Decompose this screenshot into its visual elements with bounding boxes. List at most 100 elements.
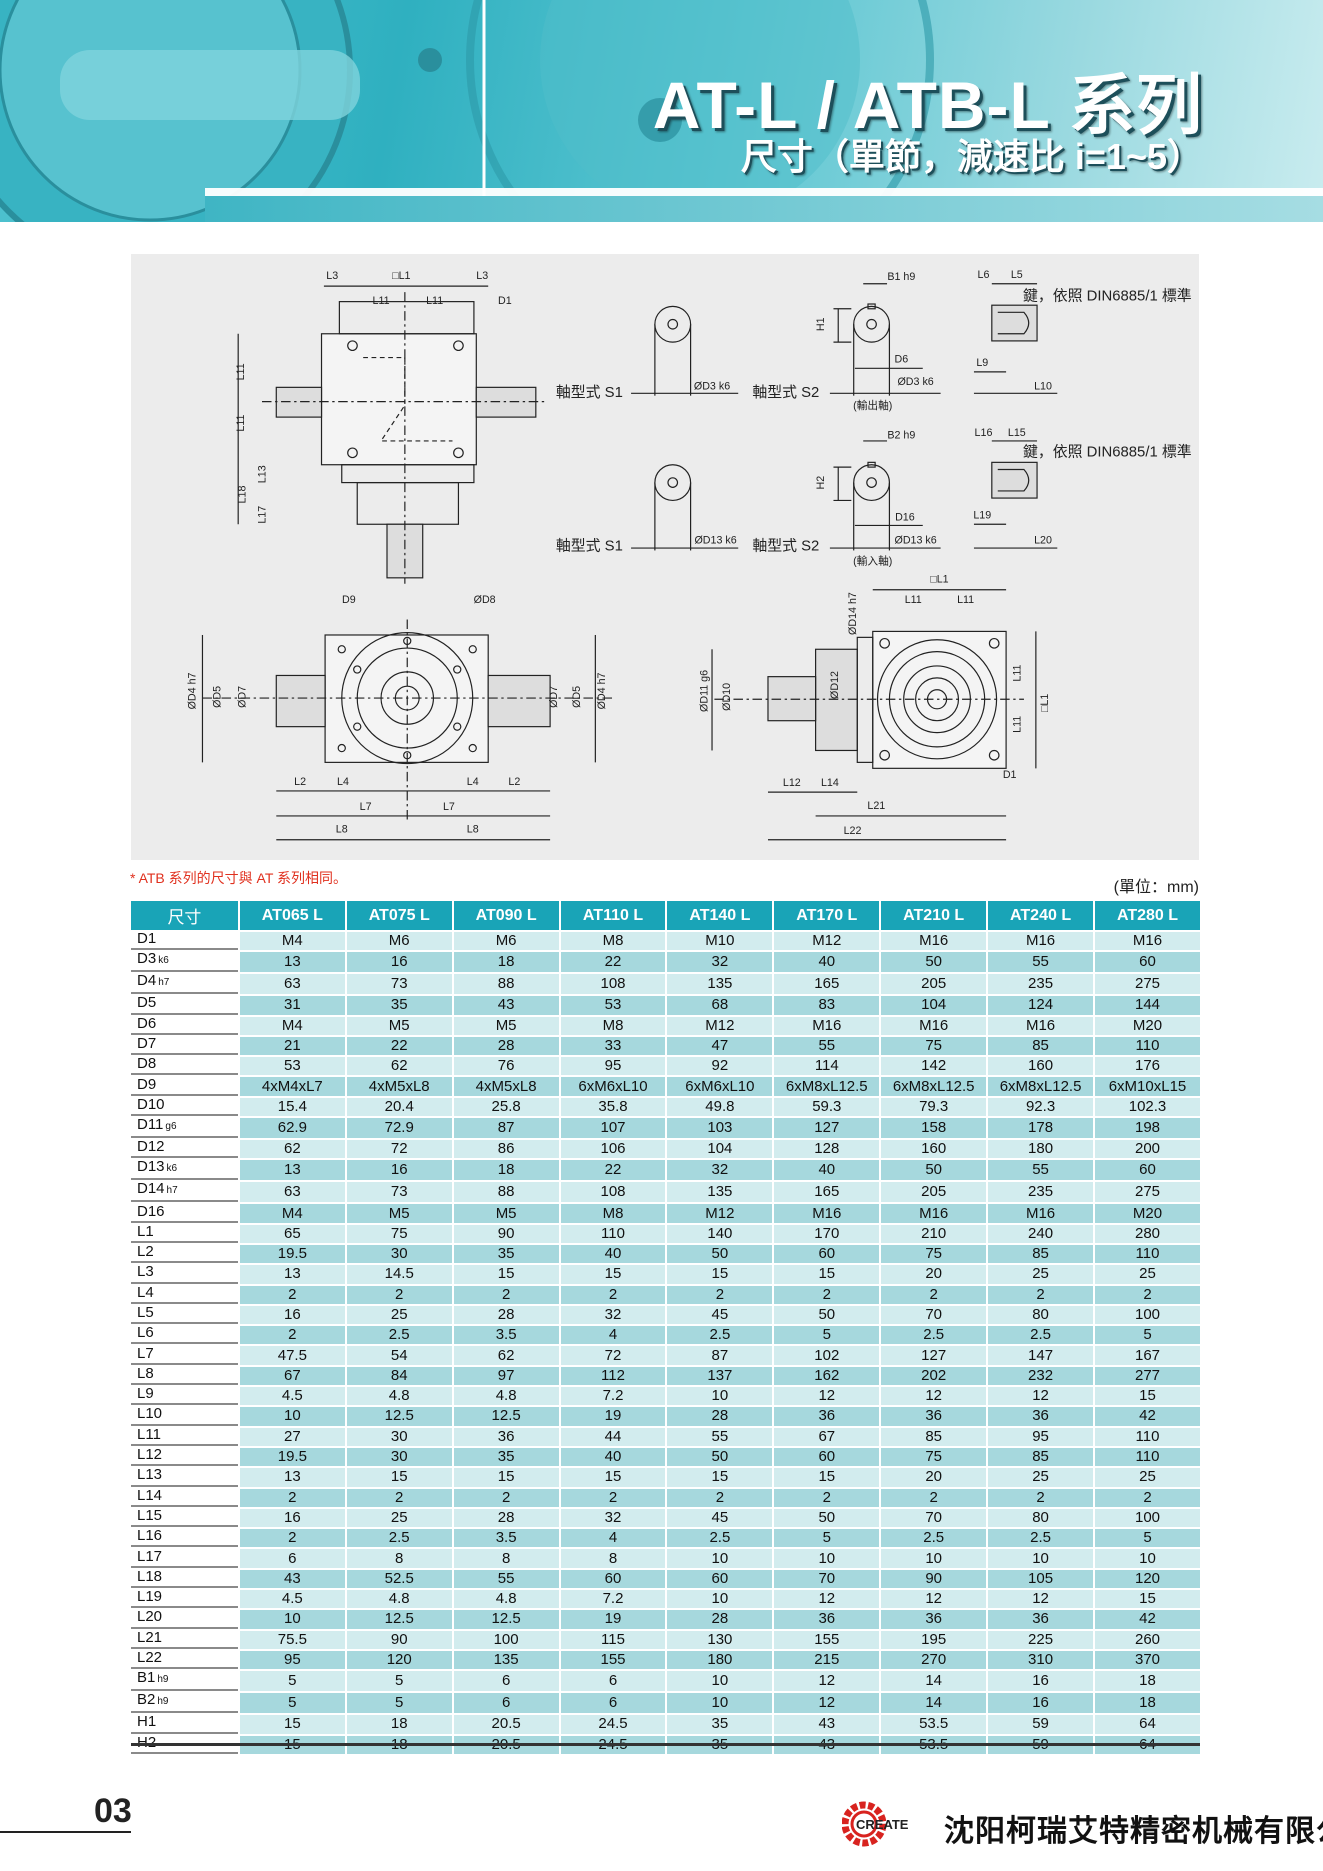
dimension-label: L16: [975, 427, 993, 439]
table-cell: 4.5: [237, 1385, 345, 1406]
table-cell: M5: [451, 1014, 559, 1035]
table-cell: 32: [558, 1506, 666, 1528]
drawing-caption: 軸型式 S1: [556, 537, 623, 554]
table-cell: 22: [344, 1034, 452, 1056]
table-cell: 6xM8xL12.5: [986, 1075, 1094, 1096]
tolerance-class: h7: [166, 1185, 178, 1197]
dimension-label: L3: [326, 270, 338, 282]
table-cell: 4.8: [344, 1588, 452, 1609]
table-cell: 12.5: [344, 1608, 452, 1629]
table-bottom-rule: [131, 1743, 1200, 1746]
table-cell: 205: [879, 972, 987, 995]
table-cell: 12: [772, 1669, 880, 1692]
table-cell: 4.8: [451, 1385, 559, 1406]
table-cell: 110: [1093, 1034, 1200, 1056]
dimension-label: ØD5: [571, 686, 583, 708]
dimension-name: L2: [137, 1243, 154, 1261]
table-row: L18 43 52.5 55 60 60 70 90 105 120: [131, 1567, 1200, 1589]
table-cell: 102: [772, 1344, 880, 1365]
table-cell: 36: [772, 1405, 880, 1426]
tolerance-class: h9: [157, 1674, 169, 1686]
dimension-label: L4: [337, 776, 349, 788]
dimension-name: D11: [137, 1116, 164, 1134]
table-cell: 14.5: [344, 1263, 452, 1284]
table-cell: 2.5: [344, 1324, 452, 1345]
table-cell: 75: [879, 1034, 987, 1056]
table-cell: M20: [1093, 1202, 1200, 1223]
table-cell: 4: [558, 1527, 666, 1548]
table-cell: 2: [237, 1283, 345, 1304]
table-cell: 110: [1093, 1425, 1200, 1446]
table-row: L11 27 30 36 44 55 67 85 95 110: [131, 1425, 1200, 1446]
table-cell: 53: [558, 994, 666, 1015]
table-cell: M16: [986, 1202, 1094, 1223]
table-cell: 18: [451, 1158, 559, 1181]
table-cell: 75.5: [237, 1628, 345, 1649]
table-cell: 12: [879, 1588, 987, 1609]
table-cell: 200: [1093, 1138, 1200, 1159]
table-cell: 28: [665, 1608, 773, 1629]
table-cell: 2.5: [986, 1527, 1094, 1548]
row-label: L19: [131, 1588, 238, 1609]
table-cell: 100: [1093, 1303, 1200, 1325]
row-label: B1 h9: [131, 1669, 238, 1692]
table-cell: 16: [986, 1691, 1094, 1714]
gearbox-front-view: [201, 619, 614, 841]
table-cell: 10: [237, 1405, 345, 1426]
table-cell: 162: [772, 1364, 880, 1386]
dimension-label: L4: [467, 776, 479, 788]
dimension-label: L7: [443, 801, 455, 813]
table-cell: 55: [772, 1034, 880, 1056]
table-cell: 79.3: [879, 1095, 987, 1117]
row-label: L21: [131, 1628, 238, 1649]
table-cell: 6xM10xL15: [1093, 1075, 1200, 1096]
table-cell: 5: [772, 1324, 880, 1345]
column-header-model: AT140 L: [665, 901, 773, 930]
dimension-name: H1: [137, 1713, 157, 1731]
table-cell: 28: [451, 1034, 559, 1056]
company-name: 沈阳柯瑞艾特精密机械有限公司: [944, 1815, 1323, 1848]
table-cell: 27: [237, 1425, 345, 1446]
table-cell: 2: [986, 1283, 1094, 1304]
dimension-name: L13: [137, 1466, 163, 1484]
table-cell: 59.3: [772, 1095, 880, 1117]
table-cell: 2: [344, 1283, 452, 1304]
table-cell: 2: [451, 1283, 559, 1304]
table-cell: 97: [451, 1364, 559, 1386]
dimension-label: L22: [844, 825, 862, 837]
table-cell: 45: [665, 1303, 773, 1325]
table-row: L15 16 25 28 32 45 50 70 80 100: [131, 1506, 1200, 1528]
table-row: D12 62 72 86 106 104 128 160 180 200: [131, 1138, 1200, 1159]
table-cell: 18: [344, 1713, 452, 1734]
table-cell: 205: [879, 1180, 987, 1203]
table-cell: 16: [344, 950, 452, 973]
table-cell: 72: [558, 1344, 666, 1365]
table-cell: 2.5: [665, 1324, 773, 1345]
table-cell: 210: [879, 1222, 987, 1243]
page-number: 03: [94, 1792, 132, 1830]
key-input: [973, 440, 1058, 549]
table-row: D1 M4 M6 M6 M8 M10 M12 M16 M16 M16: [131, 930, 1200, 951]
table-cell: 178: [986, 1116, 1094, 1139]
table-cell: 20.4: [344, 1095, 452, 1117]
table-cell: 120: [344, 1648, 452, 1670]
table-cell: 2: [772, 1283, 880, 1304]
table-cell: 6: [558, 1669, 666, 1692]
dimension-name: L22: [137, 1649, 163, 1667]
row-label: L14: [131, 1486, 238, 1507]
row-label: L15: [131, 1506, 238, 1528]
table-cell: 104: [879, 994, 987, 1015]
gear-product-graphic: [0, 0, 934, 222]
table-cell: 6xM8xL12.5: [879, 1075, 987, 1096]
dimension-label: D1: [1003, 769, 1017, 781]
table-cell: 50: [772, 1303, 880, 1325]
table-row: B2 h9 5 5 6 6 10 12 14 16 18: [131, 1691, 1200, 1714]
table-cell: 2: [986, 1486, 1094, 1507]
dimension-label: L9: [976, 357, 988, 369]
table-cell: 19.5: [237, 1242, 345, 1264]
dimension-name: D4: [137, 972, 157, 990]
table-cell: 12: [986, 1385, 1094, 1406]
dimension-label: ØD5: [211, 686, 223, 708]
table-cell: 6: [451, 1691, 559, 1714]
table-cell: 158: [879, 1116, 987, 1139]
